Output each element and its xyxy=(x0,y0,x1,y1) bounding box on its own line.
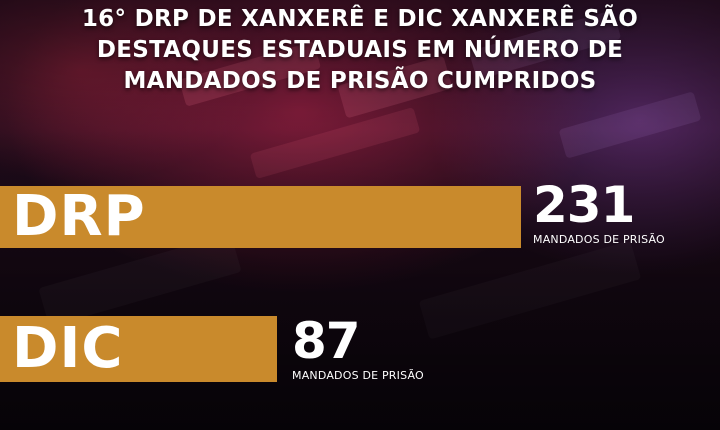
dic-caption: MANDADOS DE PRISÃO xyxy=(292,369,424,382)
headline: 16° DRP DE XANXERÊ E DIC XANXERÊ SÃO DES… xyxy=(0,4,720,97)
dic-stat: 87 MANDADOS DE PRISÃO xyxy=(292,316,424,381)
headline-line-3: MANDADOS DE PRISÃO CUMPRIDOS xyxy=(123,68,597,94)
headline-line-2: DESTAQUES ESTADUAIS EM NÚMERO DE xyxy=(96,37,624,63)
drp-bar: DRP xyxy=(0,186,521,248)
headline-line-1: 16° DRP DE XANXERÊ E DIC XANXERÊ SÃO xyxy=(81,6,639,32)
dic-bar: DIC xyxy=(0,316,277,382)
drp-caption: MANDADOS DE PRISÃO xyxy=(533,233,665,246)
dic-value: 87 xyxy=(292,312,361,370)
drp-value: 231 xyxy=(533,176,635,234)
dic-label: DIC xyxy=(12,316,124,381)
drp-stat: 231 MANDADOS DE PRISÃO xyxy=(533,180,665,245)
drp-label: DRP xyxy=(12,184,146,249)
